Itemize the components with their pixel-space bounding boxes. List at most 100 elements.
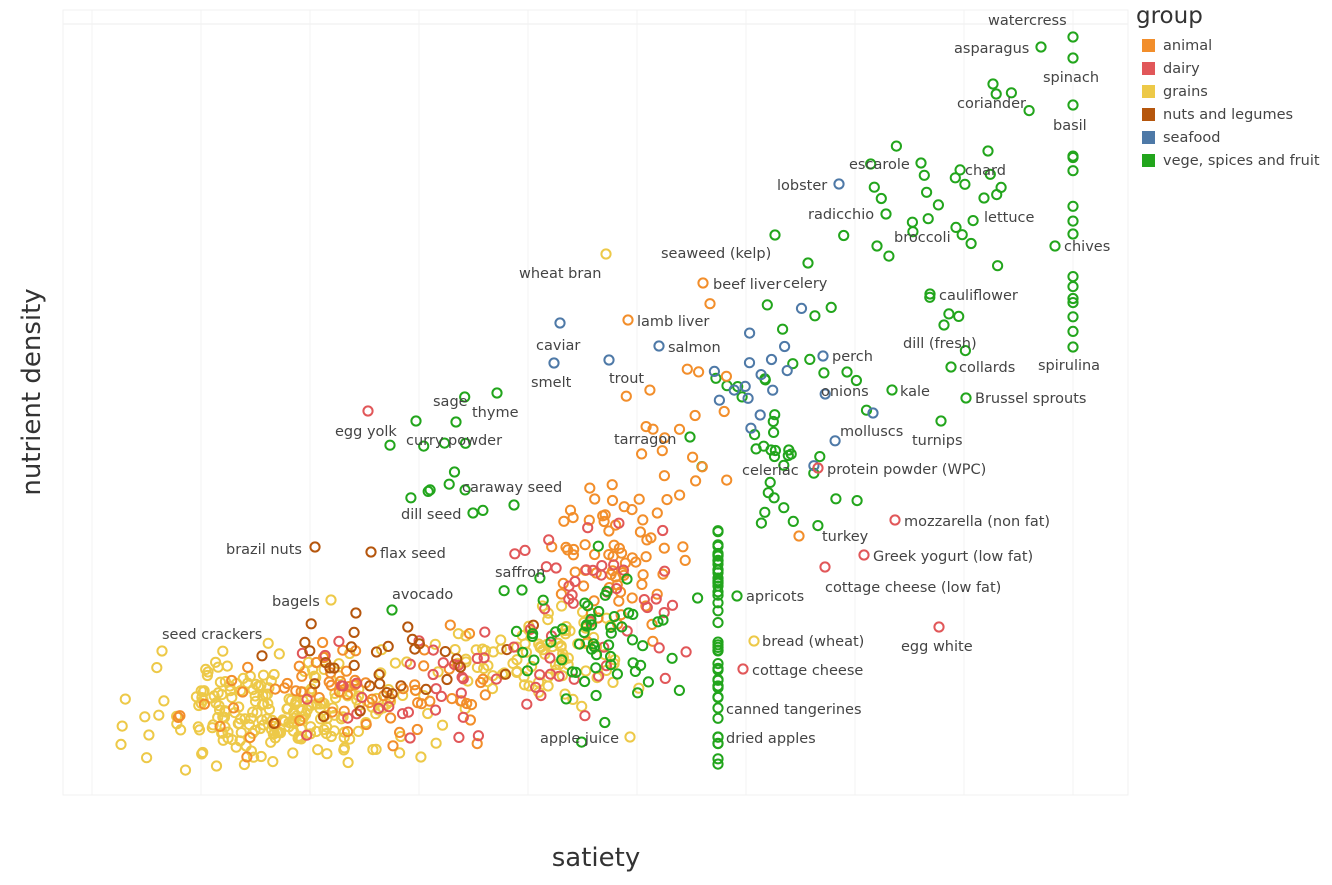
labeled-data-point[interactable] [491,387,503,399]
legend-swatch [1142,154,1155,167]
labeled-data-point[interactable] [802,257,814,269]
labeled-data-point[interactable] [938,319,950,331]
data-point [427,644,439,656]
labeled-data-point[interactable] [697,277,709,289]
data-point [712,658,724,670]
labeled-data-point[interactable] [978,192,990,204]
data-point [281,703,293,715]
labeled-data-point[interactable] [156,645,168,657]
labeled-data-point[interactable] [467,507,479,519]
labeled-data-point[interactable] [410,415,422,427]
data-point [344,733,356,745]
data-point [318,711,330,723]
legend-item[interactable]: grains [1136,80,1332,103]
labeled-data-point[interactable] [833,178,845,190]
labeled-data-point[interactable] [737,663,749,675]
labeled-data-point[interactable] [871,240,883,252]
labeled-data-point[interactable] [880,208,892,220]
labeled-data-point[interactable] [819,561,831,573]
labeled-data-point[interactable] [362,405,374,417]
labeled-data-point[interactable] [769,229,781,241]
data-point [640,421,652,433]
labeled-data-point[interactable] [684,431,696,443]
data-point [578,626,590,639]
labeled-data-point[interactable] [765,444,777,456]
labeled-data-point[interactable] [554,317,566,329]
labeled-data-point[interactable] [748,635,760,647]
data-point [224,680,236,692]
labeled-data-point[interactable] [935,415,947,427]
labeled-data-point[interactable] [1067,341,1079,353]
data-point [327,702,339,714]
legend-item[interactable]: seafood [1136,126,1332,149]
data-point [918,169,930,181]
labeled-data-point[interactable] [793,530,805,542]
data-point [214,676,226,688]
labeled-data-point[interactable] [548,357,560,369]
labeled-data-point[interactable] [867,407,879,419]
data-point [375,667,387,679]
labeled-data-point[interactable] [886,384,898,396]
labeled-data-point[interactable] [309,541,321,553]
labeled-data-point[interactable] [960,392,972,404]
labeled-data-point[interactable] [508,499,520,511]
data-point [544,668,557,680]
data-point [605,621,617,634]
data-point [308,670,320,682]
labeled-data-point[interactable] [653,340,665,352]
labeled-data-point[interactable] [624,731,636,743]
point-label: wheat bran [519,266,601,282]
legend-item[interactable]: animal [1136,34,1332,57]
point-label: perch [832,349,873,365]
data-point [583,514,595,526]
data-point [268,668,280,681]
data-point [606,479,618,491]
labeled-data-point[interactable] [731,590,743,602]
data-point [568,673,580,685]
legend-swatch [1142,131,1155,144]
labeled-data-point[interactable] [1049,240,1061,252]
labeled-data-point[interactable] [1067,31,1079,43]
point-label: cottage cheese (low fat) [825,580,1001,596]
data-point [116,720,128,732]
labeled-data-point[interactable] [924,288,936,300]
data-point [610,583,623,595]
labeled-data-point[interactable] [1067,52,1079,64]
labeled-data-point[interactable] [858,549,870,561]
point-label: coriander [957,96,1026,112]
labeled-data-point[interactable] [817,350,829,362]
labeled-data-point[interactable] [386,604,398,616]
labeled-data-point[interactable] [933,621,945,633]
labeled-data-point[interactable] [812,462,824,474]
legend-label: dairy [1163,60,1200,77]
labeled-data-point[interactable] [1067,99,1079,111]
labeled-data-point[interactable] [987,78,999,90]
labeled-data-point[interactable] [603,354,615,366]
labeled-data-point[interactable] [365,546,377,558]
data-point [237,686,249,698]
labeled-data-point[interactable] [516,584,528,596]
legend-item[interactable]: vege, spices and fruit [1136,149,1332,172]
legend-item[interactable]: dairy [1136,57,1332,80]
legend-item[interactable]: nuts and legumes [1136,103,1332,126]
data-point [373,669,385,681]
data-point [311,698,323,710]
labeled-data-point[interactable] [712,702,724,714]
labeled-data-point[interactable] [841,366,853,378]
labeled-data-point[interactable] [450,416,462,428]
labeled-data-point[interactable] [712,731,724,743]
data-point [558,515,570,527]
labeled-data-point[interactable] [915,157,927,169]
labeled-data-point[interactable] [1035,41,1047,53]
data-point [544,652,556,664]
labeled-data-point[interactable] [982,145,994,157]
data-point [324,662,336,674]
labeled-data-point[interactable] [622,314,634,326]
data-point [613,517,625,529]
point-label: lamb liver [637,314,709,330]
labeled-data-point[interactable] [600,248,612,260]
point-label: trout [609,371,644,387]
labeled-data-point[interactable] [889,514,901,526]
labeled-data-point[interactable] [945,361,957,373]
labeled-data-point[interactable] [325,594,337,606]
